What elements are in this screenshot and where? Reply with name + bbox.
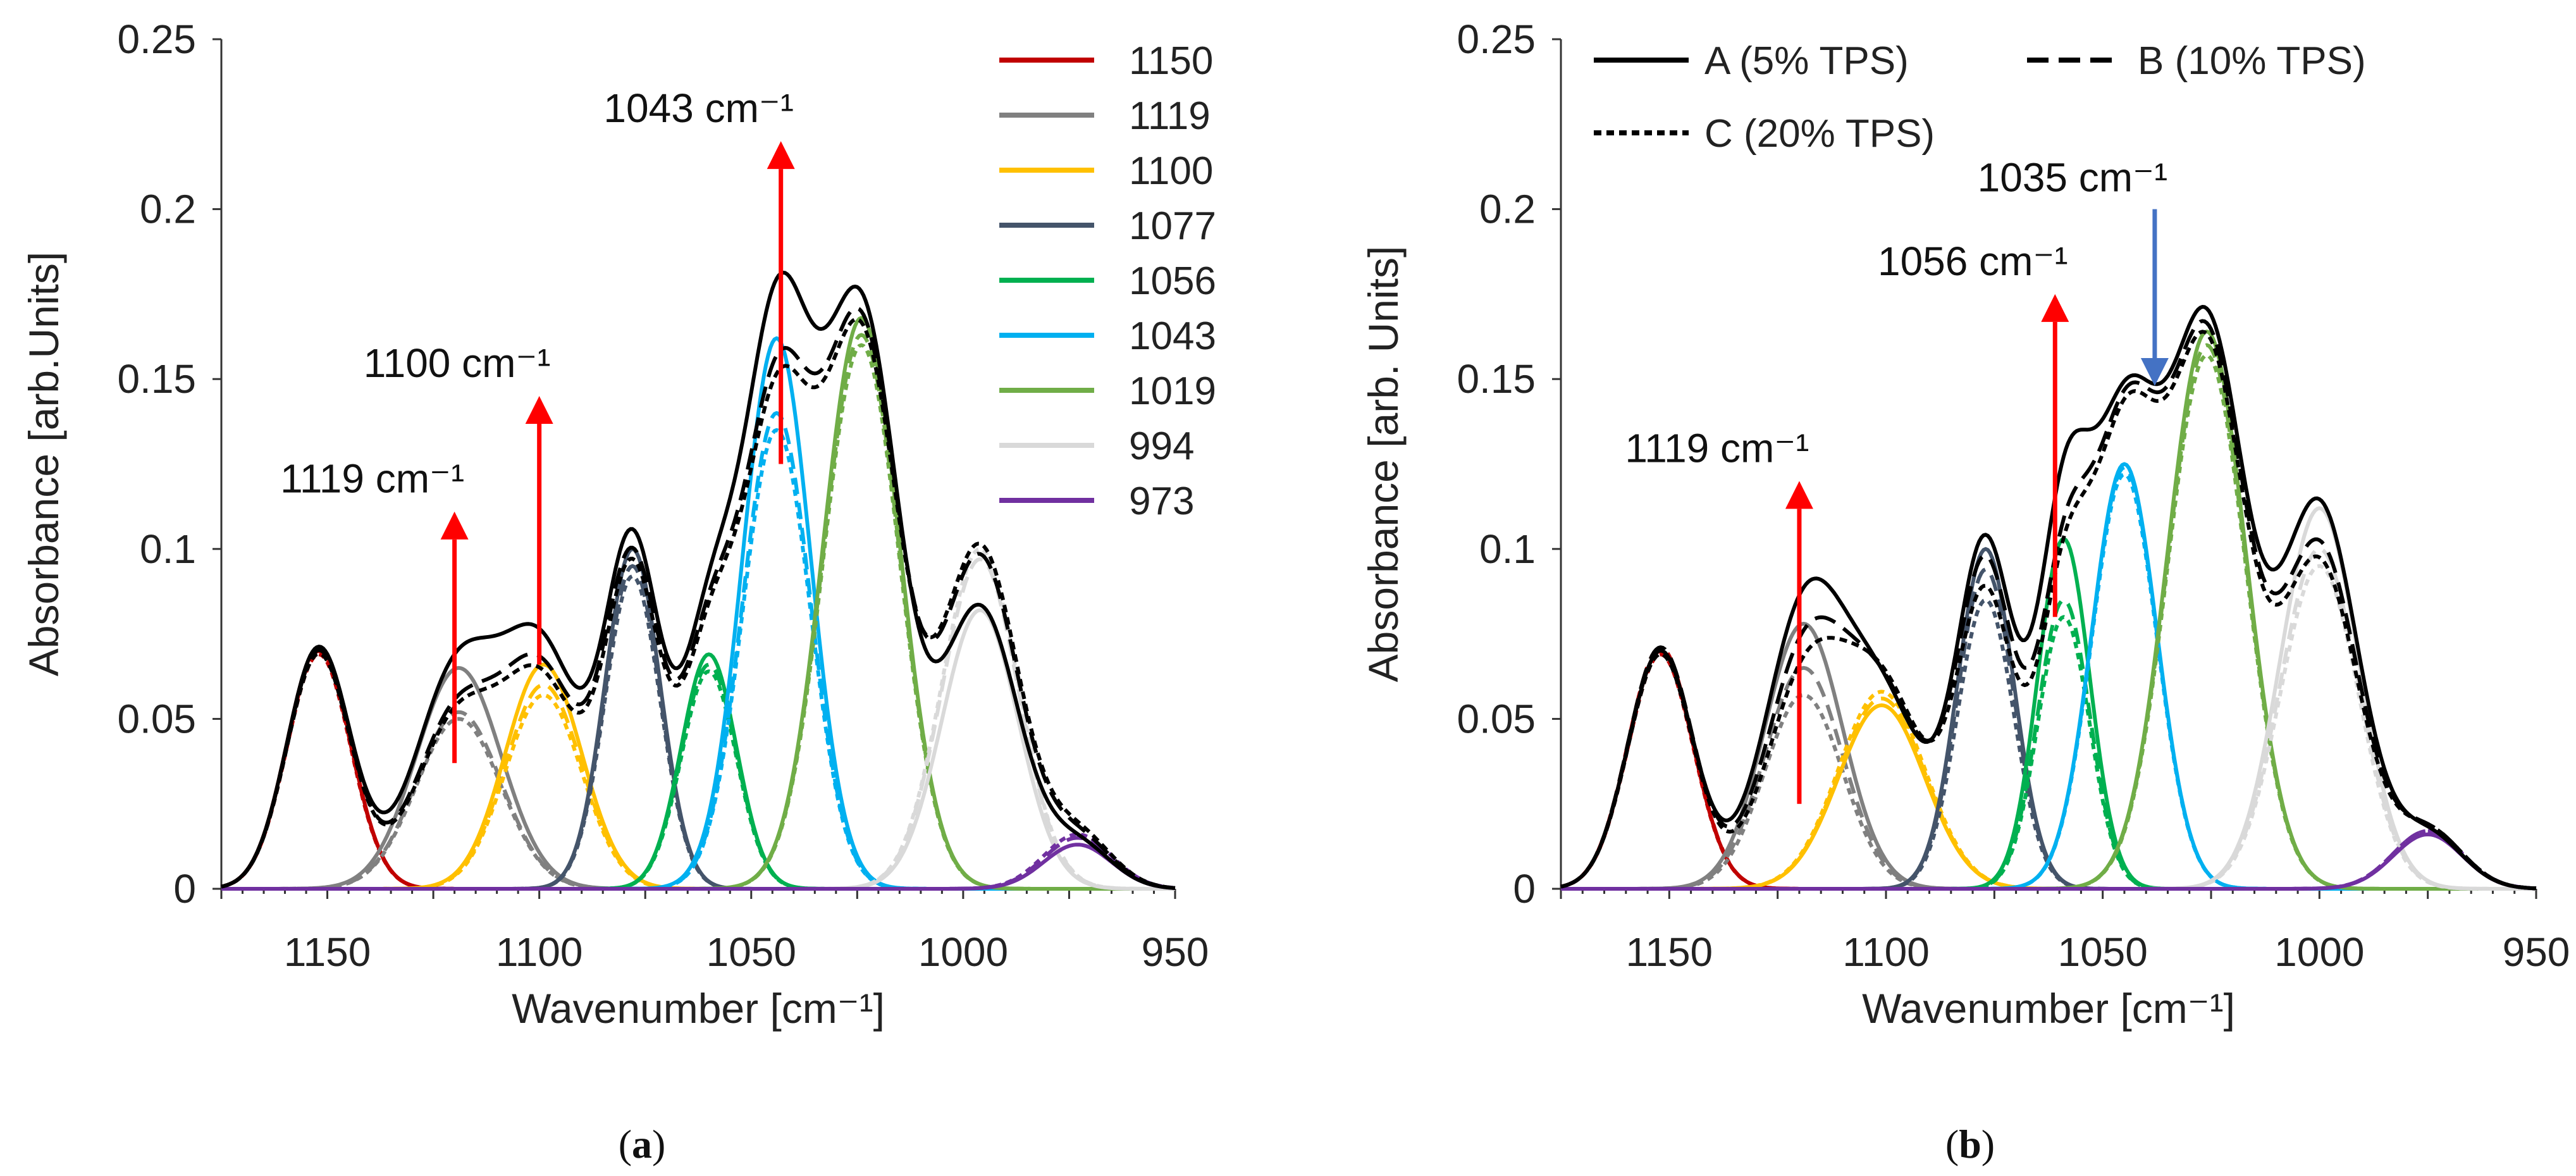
annotation-arrow-head [2041, 294, 2069, 322]
annotation-arrow-head [2140, 357, 2169, 386]
total-envelope-0 [221, 270, 1176, 890]
component-1056-series-1 [1561, 598, 2536, 891]
x-tick-label: 1000 [918, 929, 1008, 975]
legend-label: 1119 [1129, 94, 1211, 138]
x-tick-label: 1150 [1626, 929, 1713, 975]
x-tick-label: 1150 [284, 929, 371, 975]
x-tick-label: 950 [1142, 929, 1209, 975]
y-tick-label: 0 [173, 866, 196, 912]
component-1077-series-0 [221, 547, 1175, 891]
caption-b: (b) [1945, 1122, 1995, 1167]
total-envelope-0 [1560, 305, 2537, 891]
component-994-series-2 [221, 547, 1175, 891]
legend-label: 1150 [1129, 39, 1213, 83]
x-tick-label: 1050 [706, 929, 796, 975]
y-tick-label: 0.2 [1479, 187, 1536, 232]
y-tick-label: 0.1 [140, 526, 196, 572]
x-axis-label: Wavenumber [cm⁻¹] [512, 985, 885, 1032]
annotation-arrow-head [767, 141, 795, 170]
component-994-series-0 [1561, 506, 2536, 891]
y-tick-label: 0.1 [1479, 526, 1536, 572]
chart-panel-b: 0 0.05 0.1 0.15 0.2 0.25 1150 1100 1050 1000 950 Wa… [1360, 16, 2570, 1032]
legend-label: 973 [1129, 480, 1194, 523]
component-1150-series-2 [1560, 652, 2536, 891]
y-tick-label: 0.05 [117, 696, 196, 741]
y-tick-label: 0.15 [1457, 356, 1536, 402]
y-tick-label: 0.2 [140, 187, 196, 232]
legend-label: 1077 [1129, 204, 1216, 248]
annotation-label: 1100 cm⁻¹ [364, 340, 551, 386]
annotation-label: 1035 cm⁻¹ [1978, 155, 2168, 201]
y-tick-label: 0.15 [117, 356, 196, 402]
component-973-series-2 [1561, 829, 2537, 891]
caption-a: (a) [619, 1122, 666, 1167]
chart-panel-a: 0 0.05 0.1 0.15 0.2 0.25 1150 1100 1050 1000 950 Wa… [20, 16, 1216, 1032]
annotation-arrow-head [440, 511, 469, 540]
component-973-series-1 [221, 836, 1176, 891]
y-tick-label: 0 [1513, 866, 1536, 912]
x-tick-label: 1000 [2274, 929, 2364, 975]
x-axis-label: Wavenumber [cm⁻¹] [1862, 985, 2235, 1032]
legend-label: 1043 [1129, 314, 1216, 358]
annotation-arrow-head [1785, 481, 1813, 509]
annotation-label: 1043 cm⁻¹ [603, 85, 794, 131]
y-tick-label: 0.25 [117, 16, 196, 62]
annotation-label: 1056 cm⁻¹ [1878, 238, 2068, 284]
component-1150-series-1 [1560, 645, 2536, 891]
total-envelope-1 [1560, 319, 2537, 891]
legend-label: A (5% TPS) [1704, 39, 1909, 83]
component-1056-series-2 [1561, 615, 2536, 891]
x-tick-label: 1100 [496, 929, 583, 975]
annotation-label: 1119 cm⁻¹ [280, 456, 464, 502]
legend-label: B (10% TPS) [2138, 39, 2366, 83]
y-tick-label: 0.25 [1457, 16, 1536, 62]
total-envelope-2 [1560, 330, 2537, 891]
y-tick-label: 0.05 [1457, 696, 1536, 741]
y-axis-label: Absorbance [arb.Units] [20, 252, 67, 676]
legend-label: 1056 [1129, 259, 1216, 303]
legend-label: 1019 [1129, 369, 1216, 413]
x-tick-label: 1050 [2057, 929, 2147, 975]
x-tick-label: 1100 [1842, 929, 1930, 975]
caption-b-letter: b [1959, 1122, 1981, 1167]
legend-label: 994 [1129, 424, 1194, 468]
caption-a-letter: a [632, 1122, 652, 1167]
annotation-arrow-head [525, 396, 553, 424]
annotation-label: 1119 cm⁻¹ [1625, 425, 1809, 471]
legend-label: C (20% TPS) [1704, 112, 1935, 156]
component-1077-series-2 [1561, 598, 2536, 891]
legend-label: 1100 [1129, 149, 1213, 193]
component-1077-series-2 [221, 574, 1175, 891]
total-envelope-2 [221, 317, 1176, 890]
y-axis-label: Absorbance [arb. Units] [1360, 246, 1407, 683]
component-1150-series-0 [1560, 649, 2536, 891]
x-tick-label: 950 [2503, 929, 2570, 975]
component-973-series-2 [221, 832, 1176, 891]
